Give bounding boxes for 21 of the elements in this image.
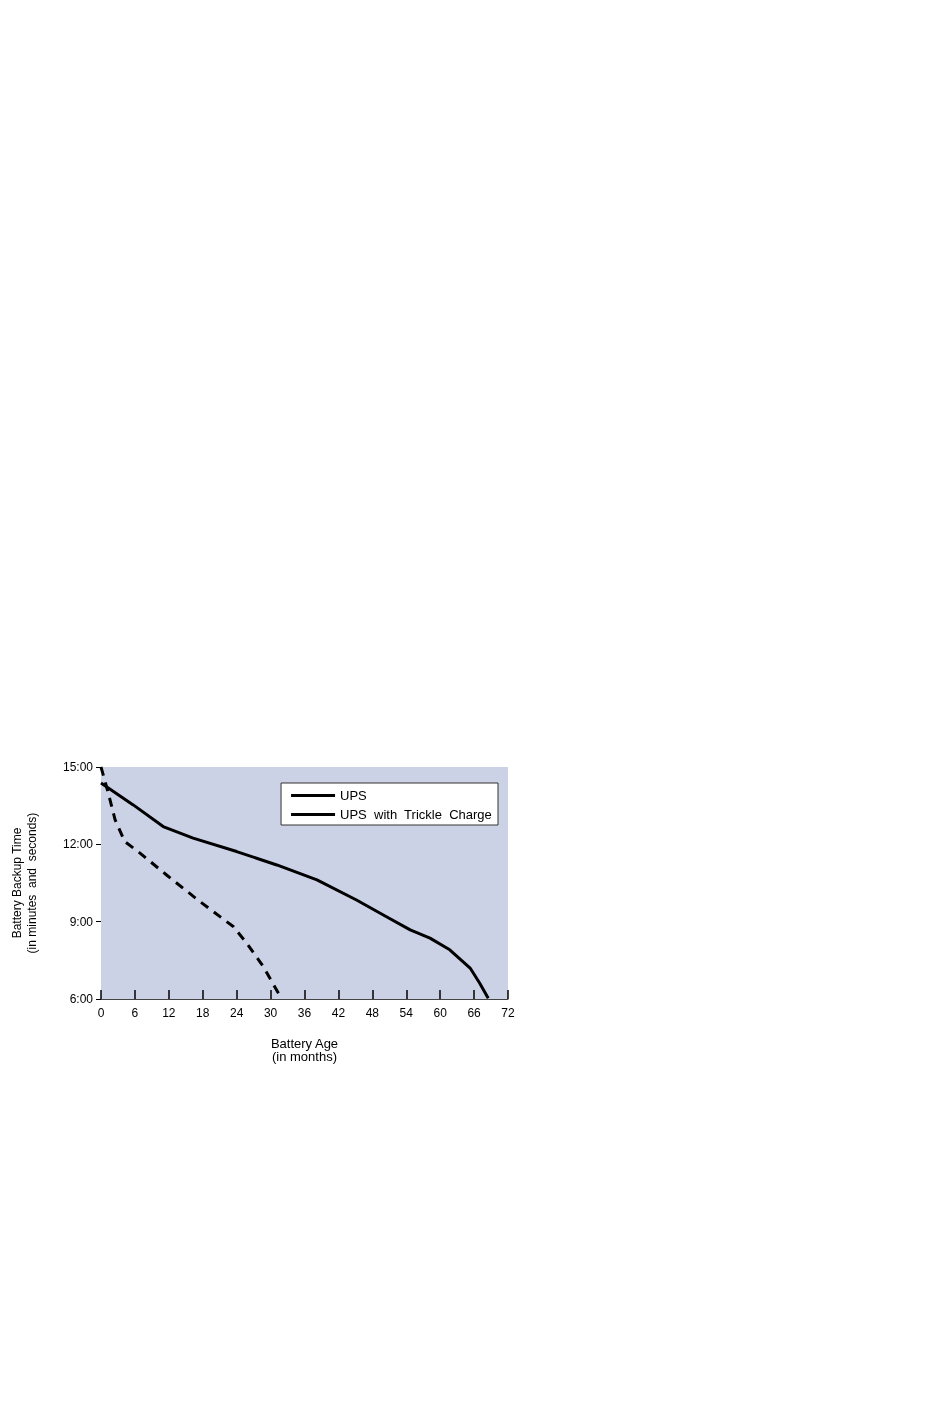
x-tick-label: 30 (263, 1006, 278, 1020)
x-tick-label: 0 (97, 1006, 105, 1020)
x-tick-label: 24 (229, 1006, 244, 1020)
y-axis-title: Battery Backup Time (in minutes and seconds) (9, 812, 39, 954)
legend-label: UPS (340, 788, 368, 803)
y-tick-label: 6:00 (69, 992, 94, 1006)
x-tick-label: 54 (399, 1006, 414, 1020)
x-tick-label: 48 (365, 1006, 380, 1020)
x-tick-label: 42 (331, 1006, 346, 1020)
x-tick-label: 60 (433, 1006, 448, 1020)
y-tick-label: 15:00 (62, 760, 94, 774)
x-axis-title: Battery Age (in months) (270, 1036, 339, 1064)
y-tick-label: 9:00 (69, 914, 94, 929)
x-tick-label: 6 (131, 1006, 139, 1020)
x-tick-label: 18 (196, 1006, 210, 1020)
x-tick-label: 12 (162, 1006, 176, 1020)
legend-label: UPS with Trickle Charge (340, 807, 492, 822)
x-tick-label: 66 (467, 1006, 482, 1020)
x-tick-label: 72 (501, 1006, 515, 1020)
y-tick-label: 12:00 (62, 837, 94, 852)
x-tick-label: 36 (297, 1006, 312, 1020)
